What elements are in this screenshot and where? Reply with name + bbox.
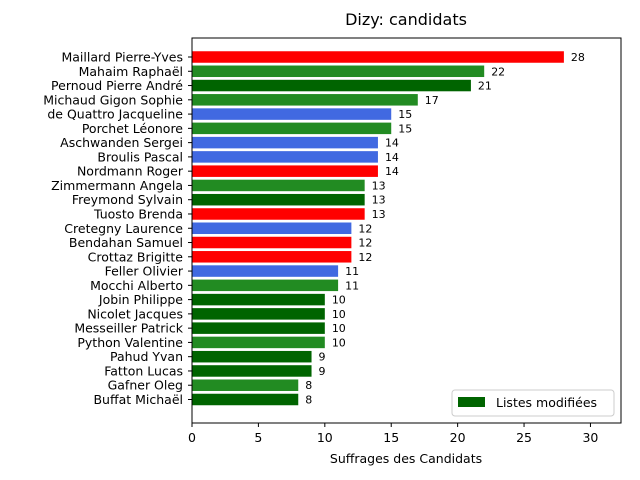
x-tick-label: 5 bbox=[254, 430, 262, 445]
data-label: 21 bbox=[478, 80, 492, 93]
category-label: Aschwanden Sergei bbox=[60, 135, 183, 150]
bar bbox=[192, 279, 339, 292]
bar bbox=[192, 208, 365, 220]
plot-frame bbox=[191, 37, 622, 424]
bar bbox=[192, 151, 378, 163]
category-label: Freymond Sylvain bbox=[72, 192, 183, 207]
category-label: Michaud Gigon Sophie bbox=[43, 92, 183, 107]
bar bbox=[192, 65, 485, 78]
category-label: Crottaz Brigitte bbox=[88, 249, 184, 264]
category-label: Fatton Lucas bbox=[104, 363, 183, 378]
data-label: 9 bbox=[319, 365, 326, 378]
legend-frame bbox=[451, 389, 615, 417]
data-label: 12 bbox=[358, 222, 372, 235]
category-label: de Quattro Jacqueline bbox=[47, 107, 183, 122]
bar bbox=[192, 165, 378, 177]
legend: Listes modifiées bbox=[451, 389, 615, 417]
legend-swatch bbox=[458, 397, 485, 407]
x-tick-label: 25 bbox=[516, 430, 532, 445]
data-label: 15 bbox=[398, 108, 412, 121]
data-label: 12 bbox=[358, 251, 372, 264]
category-label: Porchet Léonore bbox=[82, 121, 183, 136]
category-label: Maillard Pierre-Yves bbox=[61, 50, 183, 65]
chart-title: Dizy: candidats bbox=[345, 10, 467, 29]
data-label: 14 bbox=[385, 137, 399, 150]
bar bbox=[192, 222, 352, 234]
data-label: 13 bbox=[372, 194, 386, 207]
data-label: 10 bbox=[332, 336, 346, 349]
category-label: Cretegny Laurence bbox=[64, 221, 183, 236]
bar bbox=[192, 393, 299, 406]
data-label: 11 bbox=[345, 279, 359, 292]
bar bbox=[192, 179, 365, 192]
bar bbox=[192, 379, 299, 391]
category-label: Mocchi Alberto bbox=[90, 278, 183, 293]
category-label: Tuosto Brenda bbox=[93, 206, 183, 221]
data-label: 13 bbox=[372, 208, 386, 221]
bar bbox=[192, 108, 392, 120]
bar bbox=[192, 94, 418, 106]
bar bbox=[192, 51, 564, 63]
x-tick-label: 20 bbox=[450, 430, 466, 445]
category-label: Buffat Michaël bbox=[93, 392, 183, 407]
category-label: Pahud Yvan bbox=[110, 349, 183, 364]
category-label: Messeiller Patrick bbox=[74, 321, 183, 336]
data-label: 10 bbox=[332, 294, 346, 307]
bar bbox=[192, 308, 325, 320]
data-label: 9 bbox=[319, 351, 326, 364]
bar bbox=[192, 251, 352, 263]
data-label: 14 bbox=[385, 165, 399, 178]
category-label: Bendahan Samuel bbox=[69, 235, 183, 250]
data-label: 12 bbox=[358, 237, 372, 250]
x-tick-label: 30 bbox=[582, 430, 598, 445]
x-tick-label: 0 bbox=[188, 430, 196, 445]
data-label: 11 bbox=[345, 265, 359, 278]
category-label: Feller Olivier bbox=[105, 264, 184, 279]
category-label: Nordmann Roger bbox=[77, 164, 184, 179]
bar bbox=[192, 365, 312, 377]
category-label: Mahaim Raphaël bbox=[79, 64, 183, 79]
category-label: Python Valentine bbox=[77, 335, 183, 350]
data-label: 17 bbox=[425, 94, 439, 107]
bar bbox=[192, 265, 339, 277]
bar bbox=[192, 236, 352, 249]
category-label: Nicolet Jacques bbox=[87, 306, 183, 321]
data-label: 15 bbox=[398, 122, 412, 135]
category-label: Pernoud Pierre André bbox=[51, 78, 183, 93]
data-label: 10 bbox=[332, 308, 346, 321]
bar bbox=[192, 122, 392, 135]
category-label: Broulis Pascal bbox=[97, 149, 183, 164]
data-label: 8 bbox=[305, 394, 312, 407]
data-labels: 2822211715151414141313131212121111101010… bbox=[305, 51, 585, 407]
data-label: 22 bbox=[491, 65, 505, 78]
bar bbox=[192, 193, 365, 206]
data-label: 14 bbox=[385, 151, 399, 164]
bar bbox=[192, 350, 312, 363]
bar bbox=[192, 336, 325, 349]
bar bbox=[192, 322, 325, 334]
category-label: Zimmermann Angela bbox=[51, 178, 183, 193]
data-label: 8 bbox=[305, 379, 312, 392]
category-label: Jobin Philippe bbox=[98, 292, 183, 307]
data-label: 28 bbox=[571, 51, 585, 64]
x-axis-ticks: 0 5 10 15 20 25 30 bbox=[188, 423, 598, 445]
x-axis-label: Suffrages des Candidats bbox=[330, 451, 482, 466]
bars-group bbox=[192, 51, 564, 406]
legend-label: Listes modifiées bbox=[496, 395, 597, 410]
bar bbox=[192, 293, 325, 306]
x-tick-label: 10 bbox=[317, 430, 333, 445]
data-label: 10 bbox=[332, 322, 346, 335]
bar bbox=[192, 136, 378, 149]
data-label: 13 bbox=[372, 179, 386, 192]
category-label: Gafner Oleg bbox=[108, 378, 183, 393]
x-tick-label: 15 bbox=[383, 430, 399, 445]
bar bbox=[192, 79, 471, 92]
